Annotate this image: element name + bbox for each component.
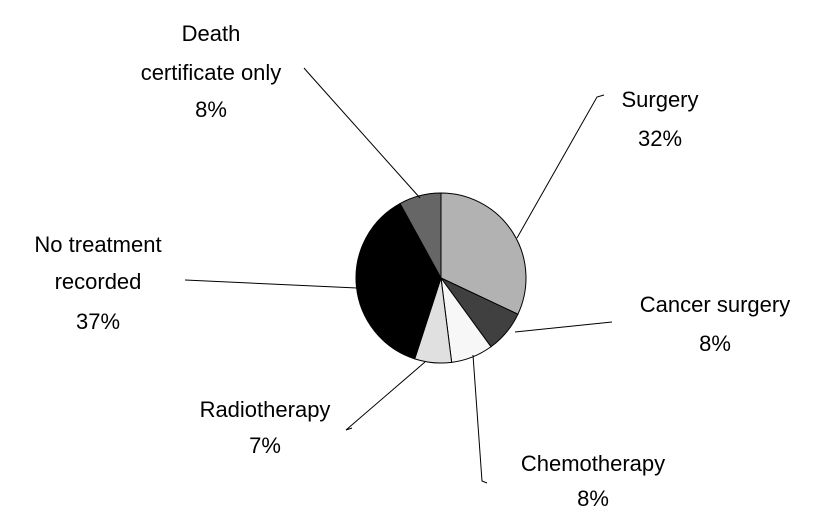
slice-label: Surgery	[621, 87, 698, 112]
leader-line	[516, 94, 605, 239]
slice-label: Radiotherapy	[200, 397, 331, 422]
slice-label: No treatment recorded	[34, 232, 161, 294]
value-label: 7%	[249, 433, 281, 458]
leader-line	[303, 67, 421, 199]
pie-slice	[399, 192, 442, 279]
pie-slice	[355, 202, 442, 360]
value-label: 37%	[76, 309, 120, 334]
value-label: 8%	[195, 97, 227, 122]
leader-line	[345, 361, 426, 431]
leader-line	[514, 321, 613, 333]
leader-line	[472, 354, 488, 484]
slice-label: Death certificate only	[141, 21, 282, 85]
pie-slice	[440, 192, 527, 315]
value-label: 8%	[699, 331, 731, 356]
slice-label: Chemotherapy	[521, 451, 665, 476]
value-label: 32%	[638, 126, 682, 151]
slice-label: Cancer surgery	[640, 292, 790, 317]
leader-line	[184, 279, 358, 289]
value-label: 8%	[577, 486, 609, 510]
